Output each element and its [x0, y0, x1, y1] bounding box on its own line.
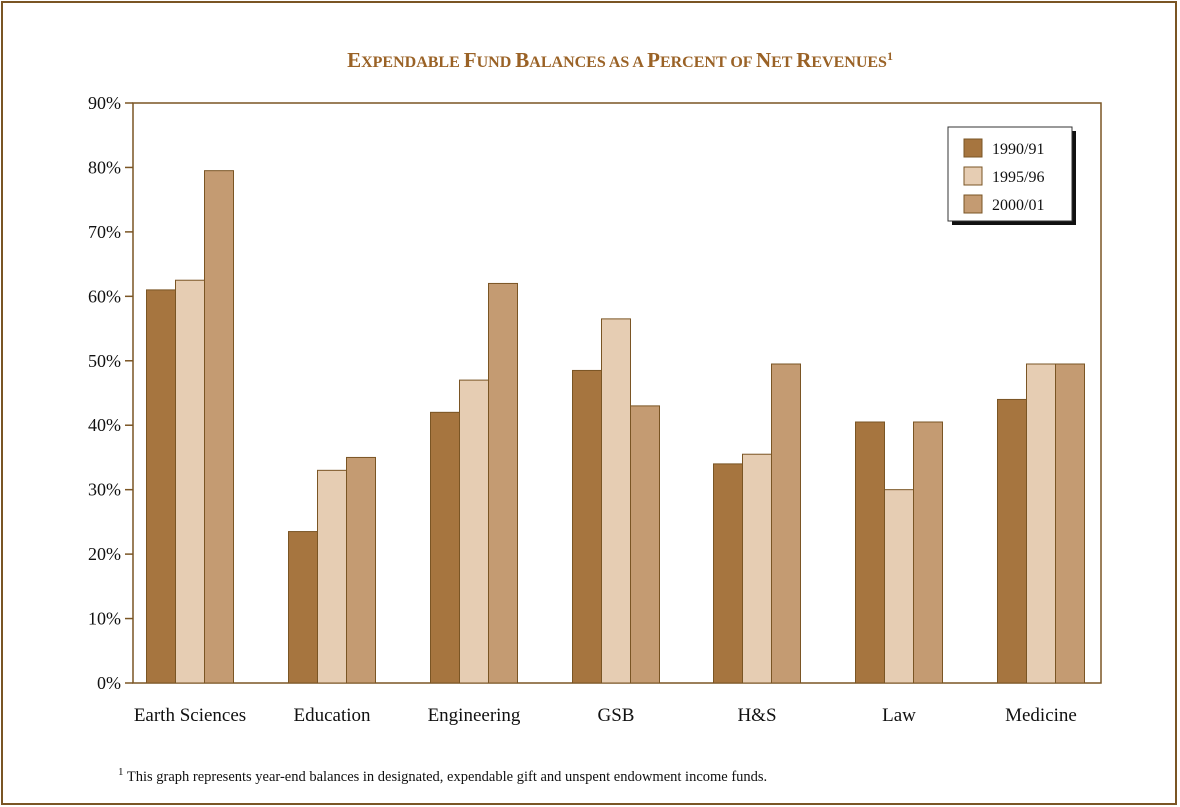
footnote-marker: 1 [118, 766, 124, 778]
bar [742, 453, 772, 684]
bar [204, 170, 234, 684]
chart-title-part: UND [477, 54, 516, 71]
bar [146, 289, 176, 684]
chart-title-part: B [515, 48, 529, 72]
chart-title-part: 1 [887, 49, 893, 63]
chart-title: EXPENDABLE FUND BALANCES AS A PERCENT OF… [347, 48, 893, 72]
legend-label: 1990/91 [992, 141, 1044, 158]
x-tick-label: Medicine [1005, 705, 1077, 726]
bar [1055, 363, 1085, 684]
bar [488, 282, 518, 684]
legend-label: 2000/01 [992, 197, 1044, 214]
x-tick-label: GSB [598, 705, 635, 726]
y-tick-label: 40% [88, 415, 121, 435]
x-tick-label: Earth Sciences [134, 705, 246, 726]
bar [771, 363, 801, 684]
y-tick-label: 0% [97, 673, 121, 693]
y-tick-label: 20% [88, 544, 121, 564]
legend: 1990/91 1995/96 2000/01 [947, 126, 1076, 225]
bar [913, 421, 943, 684]
y-tick-label: 90% [88, 93, 121, 113]
bar [997, 398, 1027, 684]
y-tick-label: 80% [88, 157, 121, 177]
chart-title-part: EVENUES [811, 54, 887, 71]
x-tick-label: H&S [737, 705, 776, 726]
chart-title-part: R [796, 48, 812, 72]
x-tick-label: Education [293, 705, 371, 726]
chart-title-part: ERCENT OF [660, 54, 756, 71]
bar [288, 531, 318, 684]
bar [459, 379, 489, 684]
bar [430, 411, 460, 684]
y-tick-label: 30% [88, 480, 121, 500]
legend-swatch [963, 194, 983, 214]
y-tick-label: 10% [88, 609, 121, 629]
footnote: 1 This graph represents year-end balance… [118, 766, 767, 786]
chart-title-part: E [347, 48, 361, 72]
chart-title-part: N [756, 48, 771, 72]
bar [884, 489, 914, 684]
x-tick-label: Engineering [428, 705, 521, 726]
bar [601, 318, 631, 684]
bar [572, 369, 602, 684]
legend-swatch [963, 166, 983, 186]
chart-title-part: ALANCES AS A [529, 54, 647, 71]
chart-title-part: F [464, 48, 477, 72]
bar [175, 279, 205, 684]
bar [713, 463, 743, 684]
legend-swatch [963, 138, 983, 158]
plot-area: 0% 10% 20% 30% 40% 50% 60% 70% 80% 90% Earth Scien… [88, 93, 1102, 726]
x-tick-label: Law [882, 705, 916, 726]
footnote-text: This graph represents year-end balances … [123, 768, 768, 785]
bar [317, 469, 347, 684]
y-tick-label: 70% [88, 222, 121, 242]
bar [855, 421, 885, 684]
bar [346, 456, 376, 684]
legend-label: 1995/96 [992, 169, 1044, 186]
bar [1026, 363, 1056, 684]
y-tick-label: 60% [88, 286, 121, 306]
chart-title-part: XPENDABLE [361, 54, 464, 71]
bar [630, 405, 660, 684]
chart-title-part: ET [771, 54, 796, 71]
y-tick-label: 50% [88, 351, 121, 371]
chart-title-part: P [647, 48, 660, 72]
